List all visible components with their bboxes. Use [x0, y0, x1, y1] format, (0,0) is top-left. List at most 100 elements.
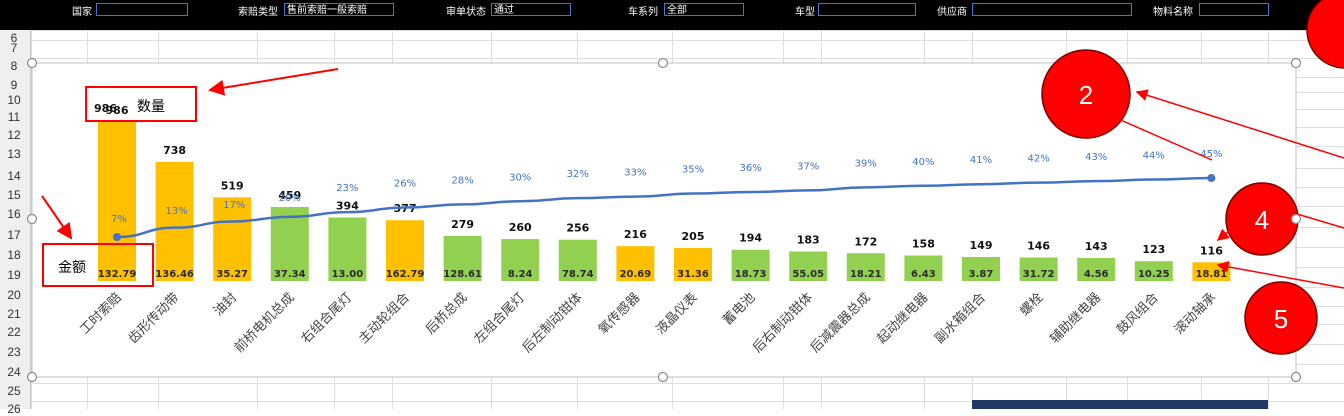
cumulative-percent-label: 7%	[111, 214, 127, 225]
bar-7[interactable]	[443, 236, 482, 281]
bar-5[interactable]	[328, 217, 367, 281]
amount-label: 3.87	[969, 269, 994, 280]
resize-handle-top-middle[interactable]	[657, 57, 669, 69]
quantity-label: 459	[278, 189, 301, 202]
filter-label-review-status: 审单状态	[446, 7, 486, 18]
row-number[interactable]: 11	[7, 110, 21, 124]
row-number[interactable]: 19	[7, 268, 21, 282]
amount-label: 8.24	[508, 269, 533, 280]
quantity-label: 519	[221, 179, 244, 192]
amount-label: 128.61	[443, 269, 482, 280]
circle-marker-1	[1306, 0, 1344, 69]
amount-label: 20.69	[620, 269, 652, 280]
quantity-label: 183	[797, 233, 820, 246]
cumulative-percent-label: 17%	[223, 200, 245, 211]
resize-handle-bottom-middle[interactable]	[657, 371, 669, 383]
cumulative-percent-label: 41%	[970, 155, 992, 166]
circle-4-arrow	[1216, 224, 1237, 241]
quantity-label: 394	[336, 199, 359, 212]
amount-arrow	[41, 195, 73, 240]
filter-label-claim-type: 索赔类型	[238, 7, 278, 18]
bar-2[interactable]	[155, 161, 194, 281]
quantity-label: 149	[970, 239, 993, 252]
bar-12[interactable]	[731, 249, 770, 281]
row-number[interactable]: 6	[10, 31, 18, 45]
amount-label: 132.79	[98, 269, 137, 280]
row-number[interactable]: 24	[7, 365, 21, 379]
circle-marker-5	[1244, 281, 1318, 355]
bar-10[interactable]	[616, 246, 655, 281]
resize-handle-top-right[interactable]	[1290, 57, 1302, 69]
resize-handle-middle-right[interactable]	[1290, 213, 1302, 225]
bar-6[interactable]	[386, 220, 424, 281]
bar-15[interactable]	[904, 255, 943, 281]
quantity-label: 256	[566, 222, 589, 235]
filter-label-material: 物料名称	[1153, 7, 1193, 18]
cumulative-percent-label: 43%	[1085, 152, 1107, 163]
chart-selection-handles[interactable]	[26, 57, 1302, 383]
bar-11[interactable]	[674, 247, 712, 281]
bar-13[interactable]	[789, 251, 828, 281]
amount-label: 78.74	[562, 269, 594, 280]
filter-material-input[interactable]	[1199, 3, 1269, 16]
row-number[interactable]: 8	[10, 59, 18, 73]
cumulative-percent-label: 44%	[1143, 151, 1165, 162]
row-number[interactable]: 22	[7, 325, 21, 339]
row-number[interactable]: 25	[7, 384, 21, 398]
row-number[interactable]: 15	[7, 188, 21, 202]
row-number[interactable]: 9	[10, 78, 18, 92]
circle-5-arrow	[1216, 260, 1344, 289]
bar-16[interactable]	[962, 256, 1000, 281]
filter-claim-type-input[interactable]: 售前索赔一般索赔	[284, 3, 394, 16]
bar-8[interactable]	[501, 239, 540, 281]
filter-supplier-input[interactable]	[972, 3, 1132, 16]
amount-label: 6.43	[911, 269, 936, 280]
amount-label: 37.34	[274, 269, 306, 280]
row-number[interactable]: 21	[7, 307, 21, 321]
amount-label: 18.21	[850, 269, 882, 280]
row-number[interactable]: 23	[7, 345, 21, 359]
row-number[interactable]: 17	[7, 228, 21, 242]
filter-label-series: 车系列	[628, 7, 658, 18]
bar-4[interactable]	[270, 206, 309, 281]
resize-handle-bottom-right[interactable]	[1290, 371, 1302, 383]
row-number[interactable]: 7	[10, 41, 18, 55]
bar-9[interactable]	[558, 239, 597, 281]
resize-handle-middle-left[interactable]	[26, 213, 38, 225]
cumulative-percent-label: 36%	[739, 163, 761, 174]
row-number[interactable]: 14	[7, 169, 21, 183]
row-number[interactable]: 16	[7, 207, 21, 221]
circle-4-arrow-from-right	[1296, 213, 1344, 229]
circle-marker-5-number: 5	[1274, 304, 1288, 334]
resize-handle-top-left[interactable]	[26, 57, 38, 69]
bar-19[interactable]	[1134, 261, 1173, 281]
filter-country-input[interactable]	[96, 3, 188, 16]
bar-14[interactable]	[846, 253, 885, 281]
filter-model-input[interactable]	[818, 3, 916, 16]
quantity-label: 172	[854, 235, 877, 248]
cumulative-percent-label: 40%	[912, 157, 934, 168]
row-number[interactable]: 20	[7, 288, 21, 302]
resize-handle-bottom-left[interactable]	[26, 371, 38, 383]
filter-review-status-input[interactable]: 通过	[491, 3, 571, 16]
bar-18[interactable]	[1077, 257, 1116, 281]
row-number[interactable]: 18	[7, 248, 21, 262]
cumulative-percent-label: 45%	[1200, 149, 1222, 160]
bar-17[interactable]	[1019, 257, 1058, 281]
amount-label: 31.36	[677, 269, 709, 280]
quantity-label: 116	[1200, 244, 1223, 257]
bar-3[interactable]	[213, 197, 252, 281]
cumulative-percent-label: 33%	[624, 168, 646, 179]
filter-bar: 国家 索赔类型 售前索赔一般索赔 审单状态 通过 车系列 全部 车型 供应商 物…	[0, 0, 1344, 30]
row-number[interactable]: 10	[7, 93, 21, 107]
circle-marker-2	[1041, 49, 1131, 139]
filter-series-input[interactable]: 全部	[664, 3, 744, 16]
amount-label: 18.73	[735, 269, 767, 280]
filter-label-supplier: 供应商	[937, 7, 967, 18]
cumulative-line	[116, 176, 1212, 239]
bar-1[interactable]	[98, 122, 136, 281]
row-number[interactable]: 13	[7, 147, 21, 161]
row-number[interactable]: 12	[7, 128, 21, 142]
circle-2-arrow-to-line-end	[1115, 117, 1213, 161]
